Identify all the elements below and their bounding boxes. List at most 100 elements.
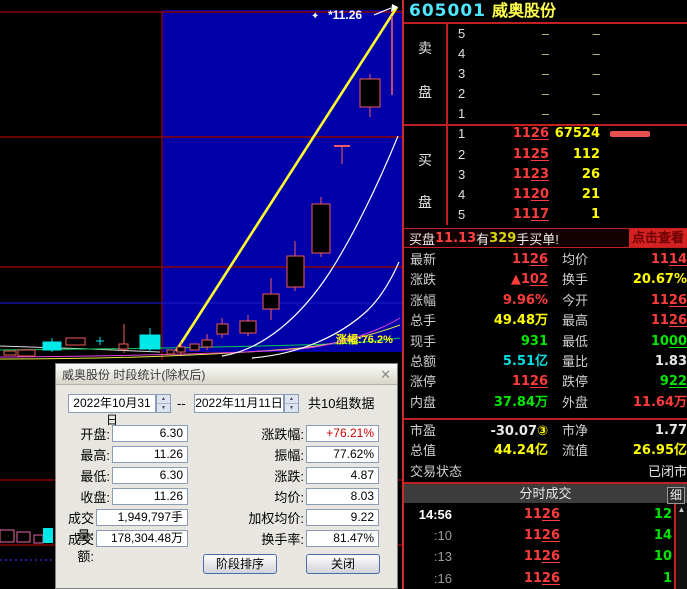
date-from-spinner[interactable]: ▲ ▼	[156, 394, 171, 413]
stat-value: 44.24亿	[493, 443, 548, 459]
spinner-up-icon[interactable]: ▲	[157, 395, 170, 404]
spinner-down-icon[interactable]: ▼	[161, 405, 166, 411]
stat-label: 总额	[410, 353, 437, 369]
stat-row: 内盘 37.84万 外盘 11.64万	[404, 393, 687, 413]
volume-bar	[610, 131, 650, 138]
high-value-field[interactable]: 11.26	[112, 446, 188, 463]
order-book-rows: 5– – 4– – 3– – 2– – 1– – 1 1126 67524 2 1125 112 …	[450, 24, 687, 225]
tape-scrollbar[interactable]: ▲	[674, 504, 687, 589]
stock-code: 605001	[409, 1, 486, 21]
scroll-up-arrow-icon[interactable]: ▲	[677, 505, 686, 514]
stat-value: 37.84万	[493, 394, 548, 410]
volume-field[interactable]: 1,949,797手	[96, 509, 188, 526]
buy-row-4[interactable]: 4 1120 21	[450, 185, 687, 205]
stat-label: 最高	[562, 313, 589, 329]
low-value-field[interactable]: 6.30	[112, 467, 188, 484]
turnover-rate-field[interactable]: 81.47%	[306, 530, 379, 547]
market-closed-status: 已闭市	[647, 463, 687, 479]
date-to-input[interactable]: 2022年11月11日	[194, 394, 284, 413]
stat-value	[466, 462, 548, 482]
buy-row-2[interactable]: 2 1125 112	[450, 145, 687, 165]
avg-price-field[interactable]: 8.03	[306, 488, 379, 505]
stat-label: 跌停	[562, 374, 589, 390]
date-to-spinner[interactable]: ▲ ▼	[284, 394, 299, 413]
open-value-field[interactable]: 6.30	[112, 425, 188, 442]
close-button[interactable]: 关闭	[306, 554, 380, 574]
spinner-up-icon[interactable]: ▲	[285, 395, 298, 404]
price: 1126	[512, 126, 549, 142]
stat-label: 市盈	[410, 423, 437, 438]
level: 3	[458, 166, 466, 182]
stat-row: 交易状态 已闭市	[404, 462, 687, 482]
spinner-down-icon[interactable]: ▼	[289, 405, 294, 411]
buy-row-1[interactable]: 1 1126 67524	[450, 124, 687, 144]
sell-row-3[interactable]: 3 – –	[450, 64, 687, 84]
change-field[interactable]: 4.87	[306, 467, 379, 484]
sell-row-2[interactable]: 2 – –	[450, 84, 687, 104]
price: –	[541, 66, 549, 82]
stat-label: 最新	[410, 252, 437, 267]
trade-status-label: 交易状态	[410, 463, 463, 479]
price: 1123	[512, 166, 549, 182]
stat-label: 内盘	[410, 394, 437, 410]
stat-row: 涨幅 9.96% 今开 1126	[404, 291, 687, 311]
date-separator: --	[177, 396, 186, 411]
field-label: 涨跌幅:	[261, 427, 304, 442]
stat-value: 1126	[511, 252, 548, 267]
field-label: 均价:	[274, 490, 304, 505]
marker-price-label: *11.26	[328, 8, 362, 22]
detail-toggle-button[interactable]: 细	[667, 487, 685, 504]
alert-count: 329	[489, 230, 517, 246]
candlesticks	[3, 16, 393, 357]
stat-label: 最低	[562, 333, 589, 349]
stat-label: 今开	[562, 292, 589, 308]
click-to-view-link[interactable]: 点击查看	[628, 229, 687, 247]
buy-row-3[interactable]: 3 1123 26	[450, 165, 687, 185]
field-label: 收盘:	[80, 490, 110, 505]
buy-row-5[interactable]: 5 1117 1	[450, 205, 687, 225]
alert-text: 手买单!	[516, 231, 559, 247]
volume: –	[592, 26, 600, 41]
stock-name: 威奥股份	[491, 3, 556, 20]
stat-value: 1000	[650, 333, 687, 349]
tape-price: 1126	[523, 549, 560, 565]
change-pct-field[interactable]: +76.21%	[306, 425, 379, 442]
quote-stats: 最新 1126 均价 1114 涨跌 ▲102 换手 20.67% 涨幅 9.96% 今开 112…	[404, 250, 687, 413]
marker-arrowhead-icon	[391, 4, 398, 12]
level: 2	[458, 86, 466, 102]
dialog-titlebar[interactable]: 威奥股份 时段统计(除权后) ✕	[56, 364, 397, 385]
sell-row-4[interactable]: 4 – –	[450, 44, 687, 64]
close-icon[interactable]: ✕	[380, 366, 391, 382]
amplitude-field[interactable]: 77.62%	[306, 446, 379, 463]
tape-row: :10 1126 14	[404, 525, 687, 546]
turnover-amount-field[interactable]: 178,304.48万	[96, 530, 188, 547]
tape-row: :16 1126 1	[404, 568, 687, 589]
sell-row-5[interactable]: 5 – –	[450, 24, 687, 44]
field-label: 换手率:	[261, 532, 304, 547]
volume: –	[592, 66, 600, 82]
stat-value: 11.64万	[632, 394, 687, 410]
close-value-field[interactable]: 11.26	[112, 488, 188, 505]
stat-row: 最新 1126 均价 1114	[404, 250, 687, 270]
weighted-avg-field[interactable]: 9.22	[306, 509, 379, 526]
range-gain-label: 涨幅:76.2%	[336, 332, 393, 346]
trend-line	[174, 6, 399, 352]
level: 2	[458, 146, 466, 162]
ma-lines	[0, 317, 401, 360]
sell-row-1[interactable]: 1 – –	[450, 104, 687, 124]
stat-value: 1.83	[654, 353, 687, 369]
selection-region[interactable]	[162, 10, 402, 352]
stage-sort-button[interactable]: 阶段排序	[203, 554, 277, 574]
tape-time: :10	[433, 528, 452, 544]
alert-text: 买盘	[409, 231, 436, 247]
stat-value: 931	[520, 333, 548, 349]
tape-time: :13	[433, 549, 452, 565]
price: 1117	[512, 206, 549, 222]
sell-label: 盘	[418, 84, 432, 100]
date-from-input[interactable]: 2022年10月31日	[68, 394, 156, 427]
divider	[404, 124, 687, 126]
volume: –	[592, 86, 600, 102]
level: 1	[458, 126, 466, 142]
stat-row: 涨停 1126 跌停 922	[404, 372, 687, 392]
